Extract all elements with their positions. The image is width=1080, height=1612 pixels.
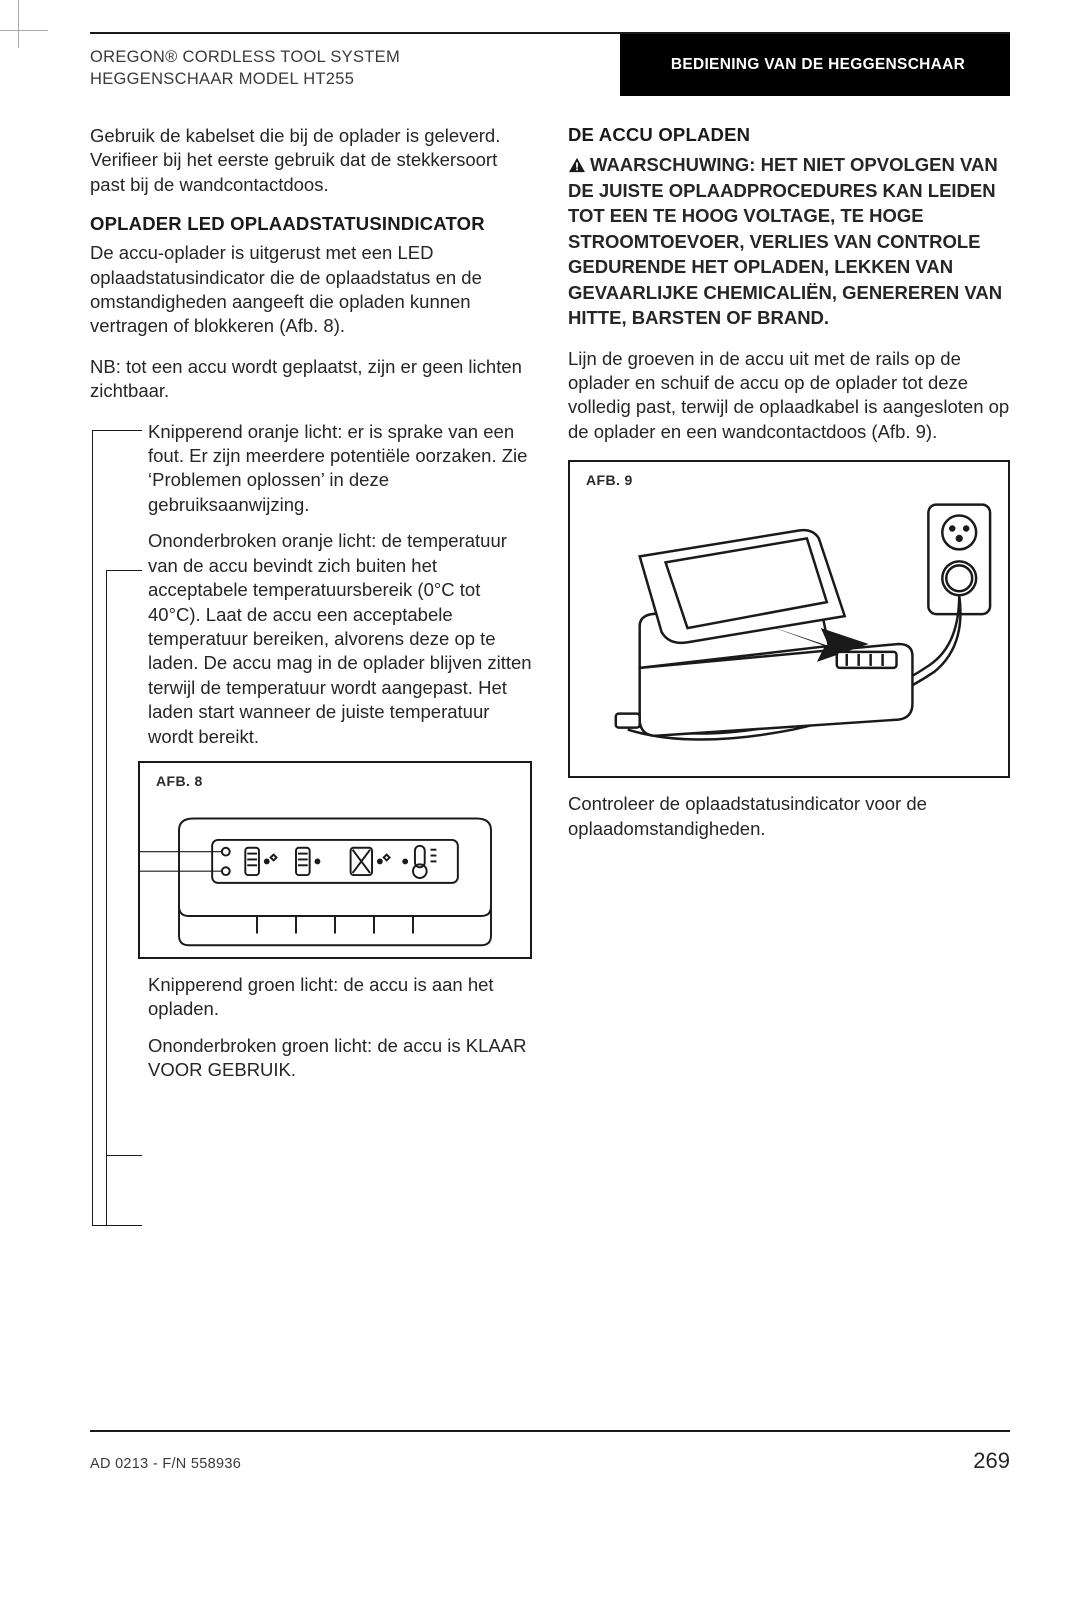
charger-panel-svg bbox=[140, 797, 530, 957]
warning-text: WAARSCHUWING: HET NIET OPVOLGEN VAN DE J… bbox=[568, 154, 1002, 328]
figure-9-illustration bbox=[570, 496, 1008, 776]
figure-8: AFB. 8 bbox=[138, 761, 532, 959]
header-right: BEDIENING VAN DE HEGGENSCHAAR bbox=[620, 34, 1010, 96]
lead-conn-2 bbox=[106, 570, 142, 571]
lead-conn-4 bbox=[92, 1225, 142, 1226]
page-content: OREGON® CORDLESS TOOL SYSTEM HEGGENSCHAA… bbox=[90, 32, 1010, 1095]
intro-paragraph: Gebruik de kabelset die bij de oplader i… bbox=[90, 124, 532, 197]
lead-conn-1 bbox=[92, 430, 142, 431]
header-left-line2: HEGGENSCHAAR MODEL HT255 bbox=[90, 68, 620, 90]
page-number: 269 bbox=[973, 1448, 1010, 1474]
header-row: OREGON® CORDLESS TOOL SYSTEM HEGGENSCHAA… bbox=[90, 34, 1010, 96]
crop-mark-vertical bbox=[18, 0, 19, 48]
heading-charge-battery: DE ACCU OPLADEN bbox=[568, 124, 1010, 146]
led-status-list: Knipperend oranje licht: er is sprake va… bbox=[90, 420, 532, 1083]
lead-rail-inner bbox=[106, 570, 107, 1225]
led-paragraph-1: De accu-oplader is uitgerust met een LED… bbox=[90, 241, 532, 339]
figure-9-label: AFB. 9 bbox=[570, 462, 1008, 496]
status-blinking-orange: Knipperend oranje licht: er is sprake va… bbox=[148, 420, 532, 518]
header-right-text: BEDIENING VAN DE HEGGENSCHAAR bbox=[671, 56, 965, 74]
footer-rule bbox=[90, 1430, 1010, 1432]
figure-8-illustration bbox=[140, 797, 530, 957]
lead-conn-3 bbox=[106, 1155, 142, 1156]
header-left: OREGON® CORDLESS TOOL SYSTEM HEGGENSCHAA… bbox=[90, 34, 620, 96]
led-note: NB: tot een accu wordt geplaatst, zijn e… bbox=[90, 355, 532, 404]
check-indicator-paragraph: Controleer de oplaadstatusindicator voor… bbox=[568, 792, 1010, 841]
footer-code: AD 0213 - F/N 558936 bbox=[90, 1456, 241, 1472]
footer-row: AD 0213 - F/N 558936 269 bbox=[90, 1448, 1010, 1474]
lead-rail-outer bbox=[92, 430, 93, 1225]
header-left-line1: OREGON® CORDLESS TOOL SYSTEM bbox=[90, 46, 620, 68]
heading-led-indicator: OPLADER LED OPLAADSTATUSINDICATOR bbox=[90, 213, 532, 235]
crop-mark-horizontal bbox=[0, 30, 48, 31]
right-column: DE ACCU OPLADEN WAARSCHUWING: HET NIET O… bbox=[568, 124, 1010, 1095]
charge-instruction: Lijn de groeven in de accu uit met de ra… bbox=[568, 347, 1010, 445]
status-solid-green: Ononderbroken groen licht: de accu is KL… bbox=[148, 1034, 532, 1083]
status-solid-orange: Ononderbroken oranje licht: de temperatu… bbox=[148, 529, 532, 749]
charger-plug-svg bbox=[570, 496, 1008, 776]
figure-8-label: AFB. 8 bbox=[140, 763, 530, 797]
status-blinking-green: Knipperend groen licht: de accu is aan h… bbox=[148, 973, 532, 1022]
left-column: Gebruik de kabelset die bij de oplader i… bbox=[90, 124, 532, 1095]
two-column-body: Gebruik de kabelset die bij de oplader i… bbox=[90, 124, 1010, 1095]
warning-paragraph: WAARSCHUWING: HET NIET OPVOLGEN VAN DE J… bbox=[568, 152, 1010, 331]
figure-9: AFB. 9 bbox=[568, 460, 1010, 778]
warning-icon bbox=[568, 154, 586, 170]
